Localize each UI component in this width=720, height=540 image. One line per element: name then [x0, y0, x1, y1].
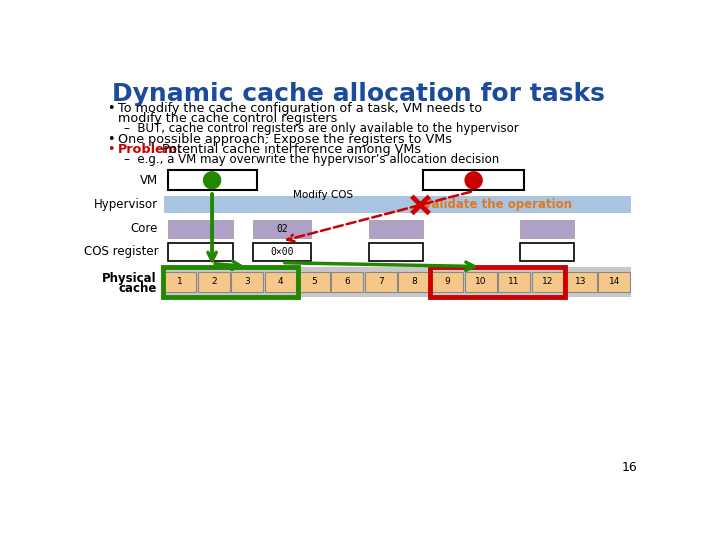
Bar — [398, 272, 430, 292]
Text: 7: 7 — [378, 278, 384, 286]
Text: 12: 12 — [542, 278, 553, 286]
Text: Potential cache interference among VMs: Potential cache interference among VMs — [158, 143, 421, 156]
Bar — [369, 220, 423, 238]
Bar — [168, 242, 233, 261]
Bar — [531, 272, 564, 292]
Text: 10: 10 — [475, 278, 487, 286]
Bar — [163, 267, 298, 298]
Text: •: • — [107, 132, 114, 146]
Text: cache: cache — [118, 282, 157, 295]
Circle shape — [465, 172, 482, 189]
Bar — [565, 272, 597, 292]
Bar — [365, 272, 397, 292]
Bar — [253, 220, 311, 238]
Bar — [163, 267, 631, 296]
Bar — [431, 272, 463, 292]
Text: 0×00: 0×00 — [270, 247, 294, 257]
Bar — [231, 272, 263, 292]
Text: Hypervisor: Hypervisor — [94, 198, 158, 212]
Bar — [163, 197, 631, 213]
Text: 2: 2 — [211, 278, 217, 286]
Text: •: • — [107, 143, 114, 156]
Text: 3: 3 — [244, 278, 250, 286]
Text: –  e.g., a VM may overwrite the hypervisor’s allocation decision: – e.g., a VM may overwrite the hyperviso… — [124, 153, 500, 166]
Bar — [520, 220, 575, 238]
Bar — [298, 272, 330, 292]
Text: Physical: Physical — [102, 272, 157, 285]
Text: 5: 5 — [311, 278, 317, 286]
Bar — [331, 272, 363, 292]
Bar — [168, 170, 256, 190]
Bar — [164, 272, 197, 292]
Text: 9: 9 — [444, 278, 450, 286]
Text: 6: 6 — [344, 278, 350, 286]
Text: modify the cache control registers: modify the cache control registers — [118, 112, 337, 125]
Text: Validate the operation: Validate the operation — [423, 198, 572, 212]
Text: Problem:: Problem: — [118, 143, 183, 156]
Text: 4: 4 — [278, 278, 283, 286]
Bar — [598, 272, 630, 292]
Text: Dynamic cache allocation for tasks: Dynamic cache allocation for tasks — [112, 82, 605, 106]
Text: Modify COS: Modify COS — [294, 190, 354, 200]
Bar — [465, 272, 497, 292]
Bar — [498, 272, 530, 292]
Bar — [423, 170, 524, 190]
Text: •: • — [107, 102, 114, 115]
Text: 02: 02 — [276, 224, 288, 234]
Text: One possible approach: Expose the registers to VMs: One possible approach: Expose the regist… — [118, 132, 452, 146]
Text: –  BUT, cache control registers are only available to the hypervisor: – BUT, cache control registers are only … — [124, 122, 519, 135]
Text: 13: 13 — [575, 278, 587, 286]
Text: 11: 11 — [508, 278, 520, 286]
Bar — [369, 242, 423, 261]
Text: 1: 1 — [177, 278, 183, 286]
Bar — [253, 242, 311, 261]
Circle shape — [204, 172, 220, 189]
Bar — [168, 220, 233, 238]
Text: Core: Core — [131, 222, 158, 235]
Text: COS register: COS register — [84, 245, 158, 259]
Text: To modify the cache configuration of a task, VM needs to: To modify the cache configuration of a t… — [118, 102, 482, 115]
Bar — [264, 272, 297, 292]
Bar — [198, 272, 230, 292]
Text: VM: VM — [140, 174, 158, 187]
Text: 8: 8 — [411, 278, 417, 286]
Bar — [520, 242, 575, 261]
Bar — [430, 267, 565, 298]
Text: 16: 16 — [621, 462, 637, 475]
Text: 14: 14 — [608, 278, 620, 286]
